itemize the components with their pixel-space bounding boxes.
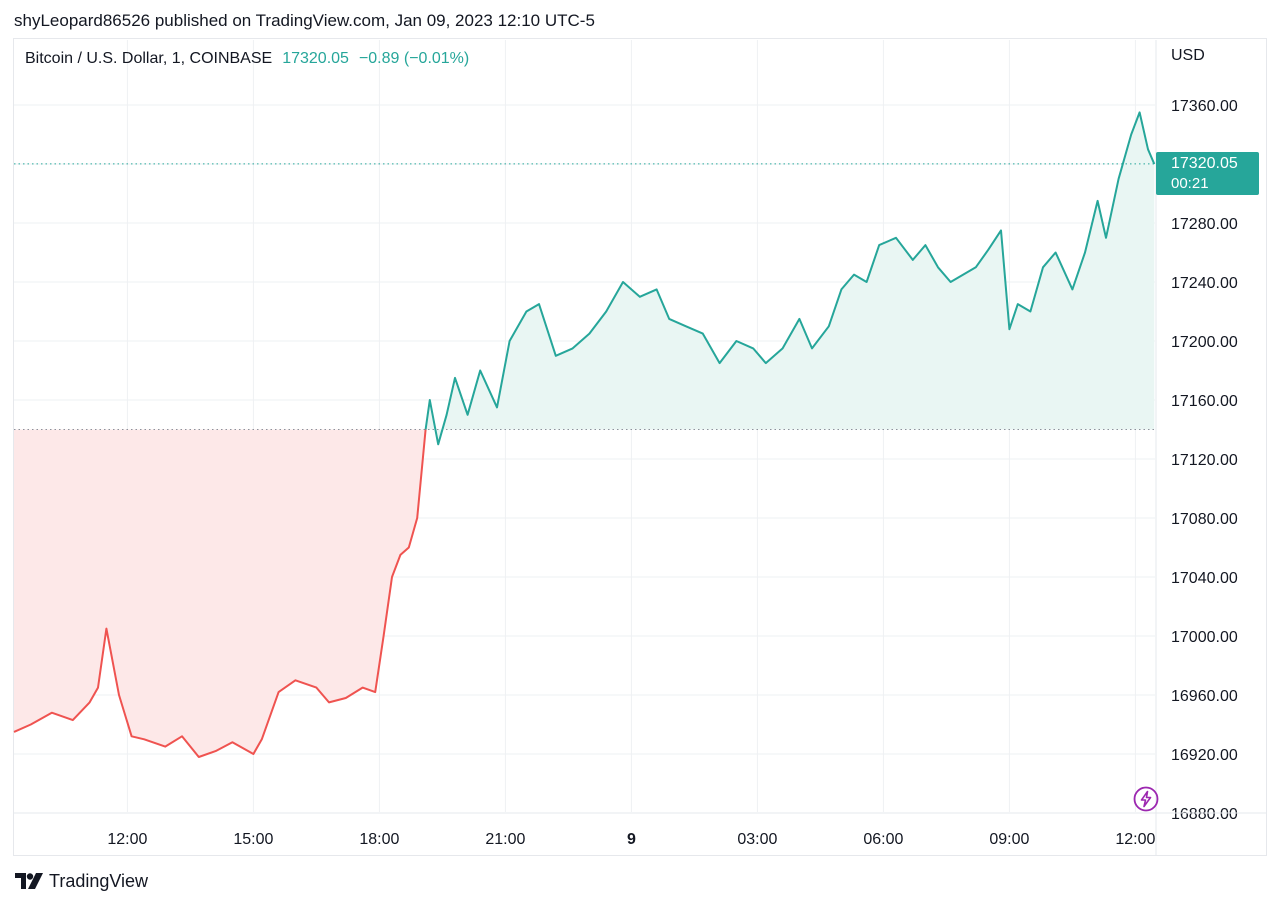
x-tick-label: 12:00 xyxy=(107,831,147,848)
y-tick-label: 17200.00 xyxy=(1171,334,1238,351)
chart-frame xyxy=(13,38,1267,856)
x-tick-label: 18:00 xyxy=(359,831,399,848)
y-tick-label: 17040.00 xyxy=(1171,570,1238,587)
gain-area-fill xyxy=(425,112,1155,445)
price-change: −0.89 (−0.01%) xyxy=(358,50,470,67)
x-tick-label: 21:00 xyxy=(485,831,525,848)
publish-info: shyLeopard86526 published on TradingView… xyxy=(14,11,595,30)
y-tick-label: 17240.00 xyxy=(1171,275,1238,292)
x-tick-label: 15:00 xyxy=(233,831,273,848)
currency-label: USD xyxy=(1171,47,1205,64)
x-tick-label: 9 xyxy=(627,831,636,848)
y-tick-label: 17080.00 xyxy=(1171,511,1238,528)
y-tick-label: 17160.00 xyxy=(1171,393,1238,410)
bar-countdown: 00:21 xyxy=(1171,175,1209,192)
y-tick-label: 17280.00 xyxy=(1171,216,1238,233)
y-tick-label: 16880.00 xyxy=(1171,806,1238,823)
series-line-below-baseline xyxy=(13,429,427,758)
y-tick-label: 16920.00 xyxy=(1171,747,1238,764)
y-tick-label: 17000.00 xyxy=(1171,629,1238,646)
y-tick-label: 16960.00 xyxy=(1171,688,1238,705)
tradingview-logo-icon xyxy=(15,873,43,889)
x-tick-label: 09:00 xyxy=(989,831,1029,848)
y-tick-label: 17360.00 xyxy=(1171,98,1238,115)
x-tick-label: 03:00 xyxy=(737,831,777,848)
loss-area-fill xyxy=(14,429,426,757)
last-price-tag: 17320.05 00:21 xyxy=(1156,152,1259,195)
lightning-icon[interactable] xyxy=(1133,786,1159,812)
x-tick-label: 06:00 xyxy=(863,831,903,848)
y-tick-label: 17120.00 xyxy=(1171,452,1238,469)
tag-price: 17320.05 xyxy=(1171,155,1238,172)
footer[interactable]: TradingView xyxy=(14,870,148,892)
footer-brand: TradingView xyxy=(49,870,149,891)
last-price: 17320.05 xyxy=(282,50,349,67)
symbol-title: Bitcoin / U.S. Dollar, 1, COINBASE xyxy=(25,50,273,67)
symbol-legend[interactable]: Bitcoin / U.S. Dollar, 1, COINBASE 17320.… xyxy=(25,50,469,68)
x-tick-label: 12:00 xyxy=(1115,831,1155,848)
series-line-above-baseline xyxy=(424,111,1156,446)
